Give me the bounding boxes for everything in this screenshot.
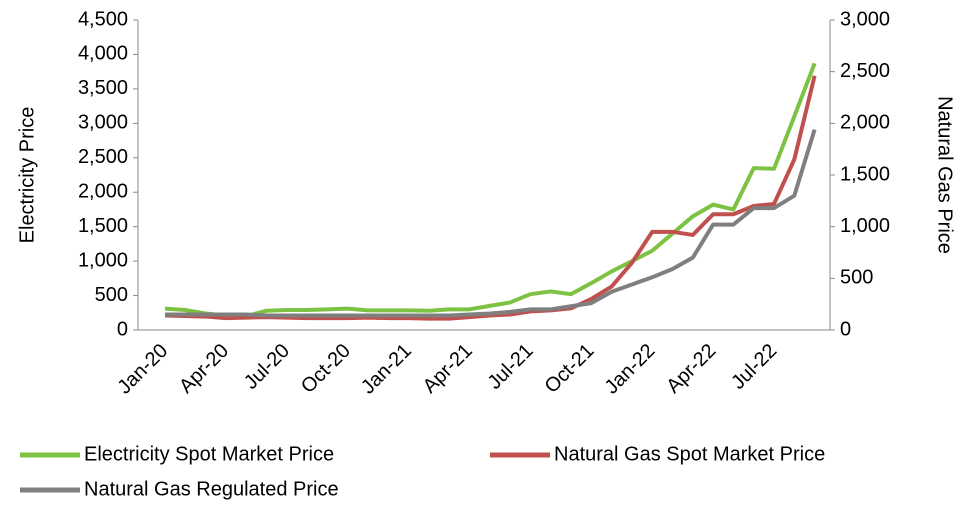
legend-label: Natural Gas Spot Market Price: [554, 443, 825, 465]
x-tick-label: Jul-20: [240, 340, 294, 394]
yticks-label: 500: [95, 284, 128, 306]
x-tick-label: Jul-21: [484, 340, 538, 394]
x-tick-label: Apr-22: [662, 340, 720, 398]
x-tick-label: Oct-21: [541, 340, 599, 398]
x-tick-label: Jan-22: [601, 340, 660, 399]
y-axis-label: Electricity Price: [16, 107, 38, 244]
yticks-label: 2,000: [78, 181, 128, 203]
yticks-label: 0: [117, 318, 128, 340]
y2ticks-label: 3,000: [840, 8, 890, 30]
y2ticks-label: 1,000: [840, 215, 890, 237]
y2ticks-label: 0: [840, 318, 851, 340]
y2ticks-label: 2,000: [840, 112, 890, 134]
yticks-label: 1,500: [78, 215, 128, 237]
yticks-label: 1,000: [78, 249, 128, 271]
x-tick-label: Jan-21: [357, 340, 416, 399]
x-tick-label: Jul-22: [727, 340, 781, 394]
yticks-label: 3,500: [78, 77, 128, 99]
y2ticks-label: 1,500: [840, 163, 890, 185]
x-tick-label: Jan-20: [113, 340, 172, 399]
series-line: [164, 62, 817, 319]
y2ticks-label: 2,500: [840, 60, 890, 82]
y2ticks-label: 500: [840, 267, 873, 289]
series-line: [165, 128, 817, 318]
x-tick-label: Apr-21: [419, 340, 477, 398]
yticks-label: 2,500: [78, 146, 128, 168]
legend-label: Electricity Spot Market Price: [84, 443, 334, 465]
yticks-label: 4,500: [78, 8, 128, 30]
series-line: [164, 75, 817, 321]
x-tick-label: Oct-20: [297, 340, 355, 398]
y2-axis-label: Natural Gas Price: [934, 96, 956, 254]
yticks-label: 3,000: [78, 112, 128, 134]
x-tick-label: Apr-20: [175, 340, 233, 398]
yticks-label: 4,000: [78, 43, 128, 65]
legend-label: Natural Gas Regulated Price: [84, 478, 339, 500]
